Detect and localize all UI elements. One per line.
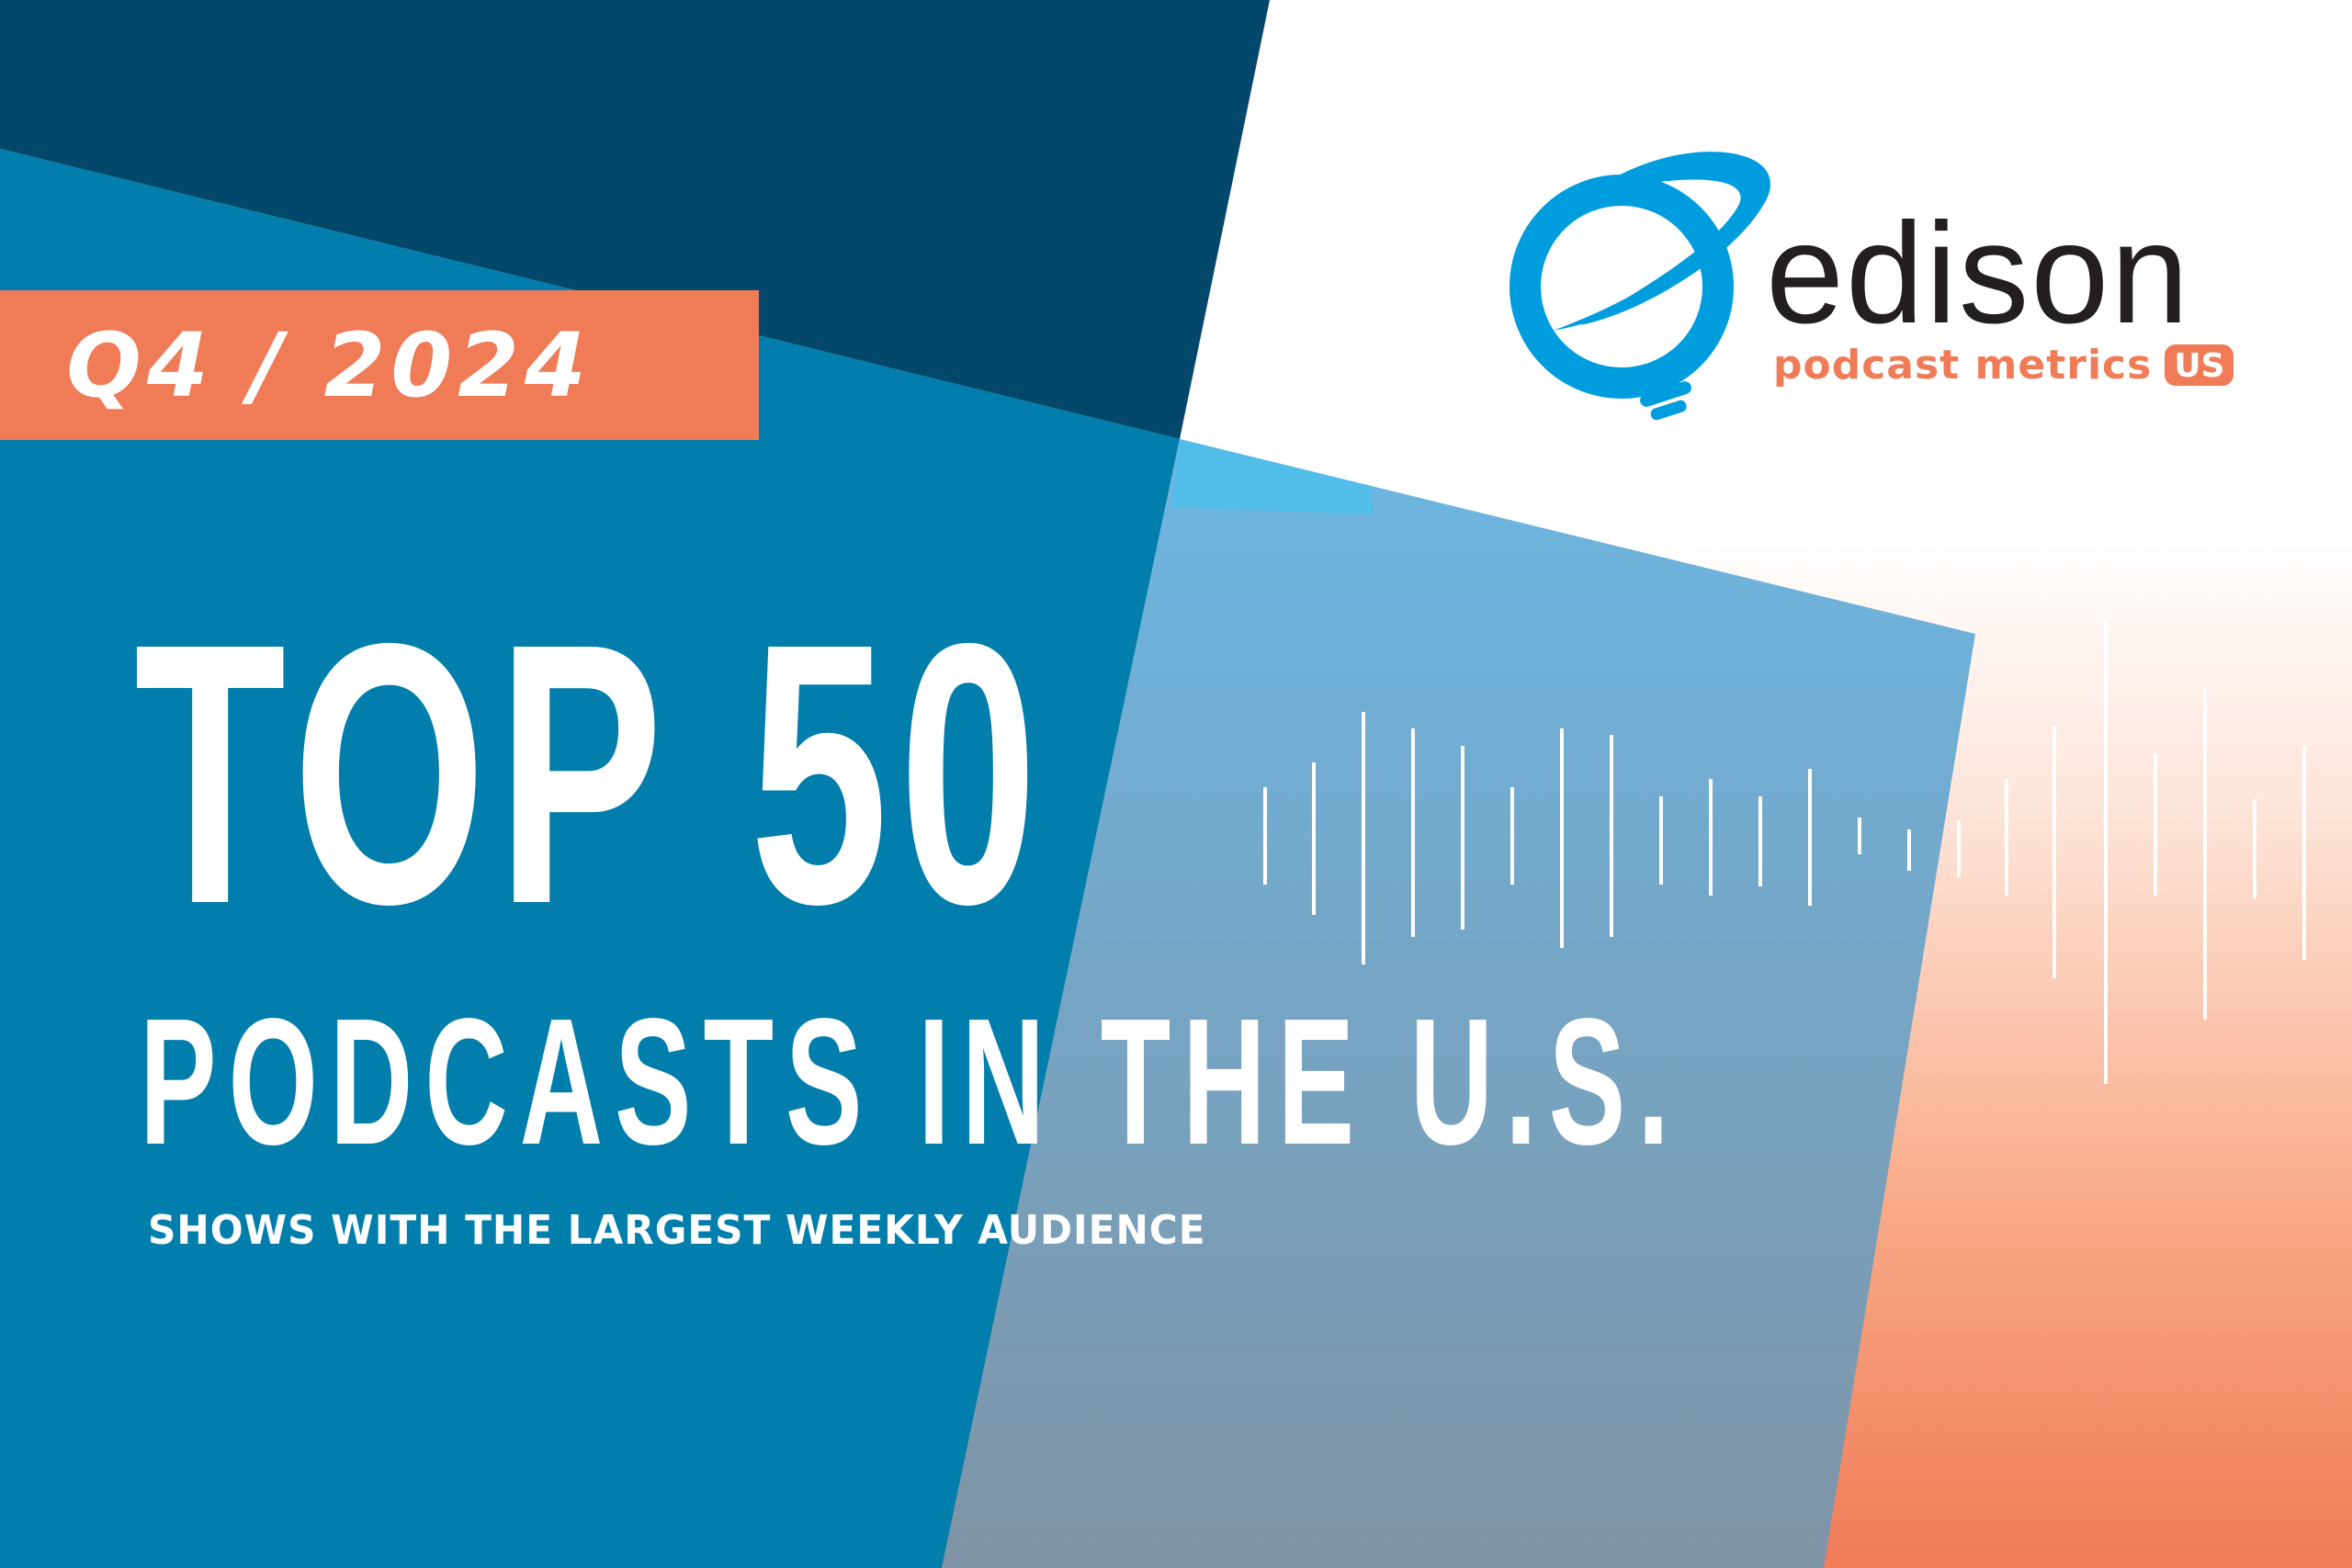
blue-panel [0,149,1180,1568]
region-badge: US [2165,344,2234,387]
logo-tagline: podcast metrics [1773,342,2153,389]
sky-blue-accent [1171,439,1374,514]
headline-subtitle: PODCASTS IN THE U.S. [140,981,1681,1182]
edison-wordmark: edison [1766,194,2191,354]
edison-lightbulb-orbit-icon [1510,152,1771,421]
audio-waveform-icon [1263,620,2306,1084]
quarter-label: Q4 / 2024 [66,313,592,417]
light-blue-panel [942,439,1975,1568]
navy-panel [0,0,1270,439]
headline-tagline: SHOWS WITH THE LARGEST WEEKLY AUDIENCE [148,1207,1206,1254]
logo-tagline-row: podcast metrics US [1773,342,2234,389]
quarter-badge: Q4 / 2024 [0,290,759,440]
headline-top-50: TOP 50 [134,566,1049,981]
